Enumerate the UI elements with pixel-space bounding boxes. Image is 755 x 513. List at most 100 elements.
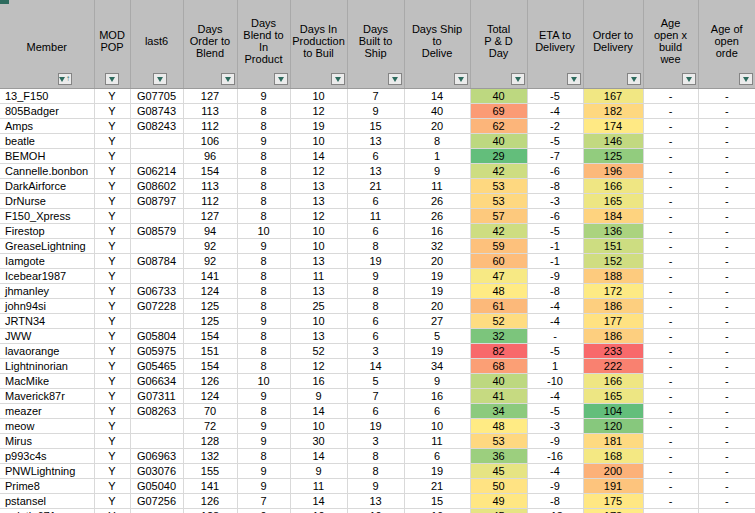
cell-member[interactable]: DarkAirforce <box>0 179 94 194</box>
cell-order_to_delivery[interactable]: 200 <box>583 464 643 479</box>
cell-age_open_x_build_weeks[interactable]: - <box>643 494 698 509</box>
filter-button-age-of-open-orders[interactable] <box>739 73 753 85</box>
column-header-days-order-to-blend[interactable]: Days Order to Blend <box>183 0 237 89</box>
cell-eta_to_delivery[interactable]: -5 <box>527 134 583 149</box>
cell-days_in_production_to_build[interactable]: 10 <box>290 224 347 239</box>
cell-eta_to_delivery[interactable]: -7 <box>527 149 583 164</box>
cell-mod_pop[interactable]: Y <box>94 299 130 314</box>
cell-days_blend_to_in_production[interactable]: 9 <box>237 509 290 513</box>
cell-last6[interactable]: G07256 <box>130 494 183 509</box>
cell-age_of_open_orders[interactable]: - <box>698 389 755 404</box>
cell-age_of_open_orders[interactable]: - <box>698 239 755 254</box>
cell-last6[interactable]: G08797 <box>130 194 183 209</box>
filter-button-total-pd-days[interactable] <box>511 73 525 85</box>
column-header-total-pd-days[interactable]: Total P & D Day <box>470 0 527 89</box>
cell-mod_pop[interactable]: Y <box>94 374 130 389</box>
cell-age_of_open_orders[interactable]: - <box>698 119 755 134</box>
cell-member[interactable]: quintin671 <box>0 509 94 513</box>
cell-days_blend_to_in_production[interactable]: 8 <box>237 329 290 344</box>
cell-member[interactable]: MacMike <box>0 374 94 389</box>
cell-days_order_to_blend[interactable]: 128 <box>183 434 237 449</box>
cell-mod_pop[interactable]: Y <box>94 89 130 104</box>
cell-order_to_delivery[interactable]: 196 <box>583 164 643 179</box>
cell-age_of_open_orders[interactable]: - <box>698 224 755 239</box>
cell-last6[interactable] <box>130 269 183 284</box>
cell-total_pd_days[interactable]: 82 <box>470 344 527 359</box>
cell-last6[interactable]: G05975 <box>130 344 183 359</box>
cell-days_ship_to_deliver[interactable]: 20 <box>404 299 470 314</box>
cell-order_to_delivery[interactable]: 136 <box>583 224 643 239</box>
cell-days_order_to_blend[interactable]: 154 <box>183 359 237 374</box>
cell-days_order_to_blend[interactable]: 92 <box>183 239 237 254</box>
cell-order_to_delivery[interactable]: 151 <box>583 239 643 254</box>
cell-last6[interactable] <box>130 419 183 434</box>
cell-days_in_production_to_build[interactable]: 11 <box>290 269 347 284</box>
cell-mod_pop[interactable]: Y <box>94 419 130 434</box>
filter-button-mod-pop[interactable] <box>105 73 119 85</box>
cell-mod_pop[interactable]: Y <box>94 404 130 419</box>
cell-mod_pop[interactable]: Y <box>94 164 130 179</box>
cell-member[interactable]: beatle <box>0 134 94 149</box>
cell-days_built_to_ship[interactable]: 6 <box>347 314 404 329</box>
cell-total_pd_days[interactable]: 68 <box>470 359 527 374</box>
filter-button-eta-to-delivery[interactable] <box>567 73 581 85</box>
cell-days_built_to_ship[interactable]: 3 <box>347 434 404 449</box>
cell-age_open_x_build_weeks[interactable]: - <box>643 359 698 374</box>
cell-days_ship_to_deliver[interactable]: 26 <box>404 209 470 224</box>
cell-days_blend_to_in_production[interactable]: 9 <box>237 434 290 449</box>
cell-days_blend_to_in_production[interactable]: 9 <box>237 479 290 494</box>
cell-last6[interactable]: G08602 <box>130 179 183 194</box>
cell-last6[interactable]: G05040 <box>130 479 183 494</box>
cell-eta_to_delivery[interactable]: -4 <box>527 464 583 479</box>
cell-age_of_open_orders[interactable]: - <box>698 149 755 164</box>
cell-age_of_open_orders[interactable]: - <box>698 284 755 299</box>
cell-days_blend_to_in_production[interactable]: 8 <box>237 194 290 209</box>
column-header-member[interactable]: Member ↑ <box>0 0 94 89</box>
cell-days_ship_to_deliver[interactable]: 20 <box>404 254 470 269</box>
cell-days_ship_to_deliver[interactable]: 10 <box>404 419 470 434</box>
cell-last6[interactable]: G05804 <box>130 329 183 344</box>
cell-days_blend_to_in_production[interactable]: 8 <box>237 209 290 224</box>
cell-days_blend_to_in_production[interactable]: 8 <box>237 449 290 464</box>
cell-days_in_production_to_build[interactable]: 30 <box>290 434 347 449</box>
cell-days_built_to_ship[interactable]: 11 <box>347 209 404 224</box>
cell-days_order_to_blend[interactable]: 113 <box>183 104 237 119</box>
cell-eta_to_delivery[interactable]: -5 <box>527 404 583 419</box>
cell-days_in_production_to_build[interactable]: 19 <box>290 119 347 134</box>
cell-days_ship_to_deliver[interactable]: 9 <box>404 374 470 389</box>
cell-days_order_to_blend[interactable]: 126 <box>183 494 237 509</box>
cell-age_of_open_orders[interactable]: - <box>698 374 755 389</box>
cell-age_of_open_orders[interactable]: - <box>698 344 755 359</box>
cell-days_ship_to_deliver[interactable]: 20 <box>404 119 470 134</box>
cell-days_in_production_to_build[interactable]: 52 <box>290 344 347 359</box>
cell-age_open_x_build_weeks[interactable]: - <box>643 119 698 134</box>
cell-days_in_production_to_build[interactable]: 13 <box>290 194 347 209</box>
cell-days_order_to_blend[interactable]: 125 <box>183 314 237 329</box>
column-header-days-blend-to-in-production[interactable]: Days Blend to In Product <box>237 0 290 89</box>
cell-mod_pop[interactable]: Y <box>94 239 130 254</box>
cell-age_of_open_orders[interactable]: - <box>698 464 755 479</box>
cell-last6[interactable]: G06963 <box>130 449 183 464</box>
cell-days_ship_to_deliver[interactable]: 26 <box>404 194 470 209</box>
cell-age_open_x_build_weeks[interactable]: - <box>643 254 698 269</box>
cell-days_ship_to_deliver[interactable]: 8 <box>404 134 470 149</box>
cell-member[interactable]: Iamgote <box>0 254 94 269</box>
cell-days_ship_to_deliver[interactable]: 32 <box>404 239 470 254</box>
cell-days_order_to_blend[interactable]: 125 <box>183 299 237 314</box>
cell-days_built_to_ship[interactable]: 7 <box>347 389 404 404</box>
cell-days_built_to_ship[interactable]: 8 <box>347 239 404 254</box>
cell-total_pd_days[interactable]: 53 <box>470 434 527 449</box>
cell-total_pd_days[interactable]: 60 <box>470 254 527 269</box>
cell-days_ship_to_deliver[interactable]: 6 <box>404 449 470 464</box>
cell-member[interactable]: meow <box>0 419 94 434</box>
cell-last6[interactable] <box>130 434 183 449</box>
cell-total_pd_days[interactable]: 45 <box>470 509 527 513</box>
cell-age_open_x_build_weeks[interactable]: - <box>643 134 698 149</box>
cell-total_pd_days[interactable]: 36 <box>470 449 527 464</box>
cell-last6[interactable]: G03076 <box>130 464 183 479</box>
cell-days_built_to_ship[interactable]: 9 <box>347 104 404 119</box>
cell-age_open_x_build_weeks[interactable]: - <box>643 179 698 194</box>
cell-order_to_delivery[interactable]: 172 <box>583 284 643 299</box>
cell-order_to_delivery[interactable]: 186 <box>583 299 643 314</box>
cell-order_to_delivery[interactable]: 186 <box>583 329 643 344</box>
